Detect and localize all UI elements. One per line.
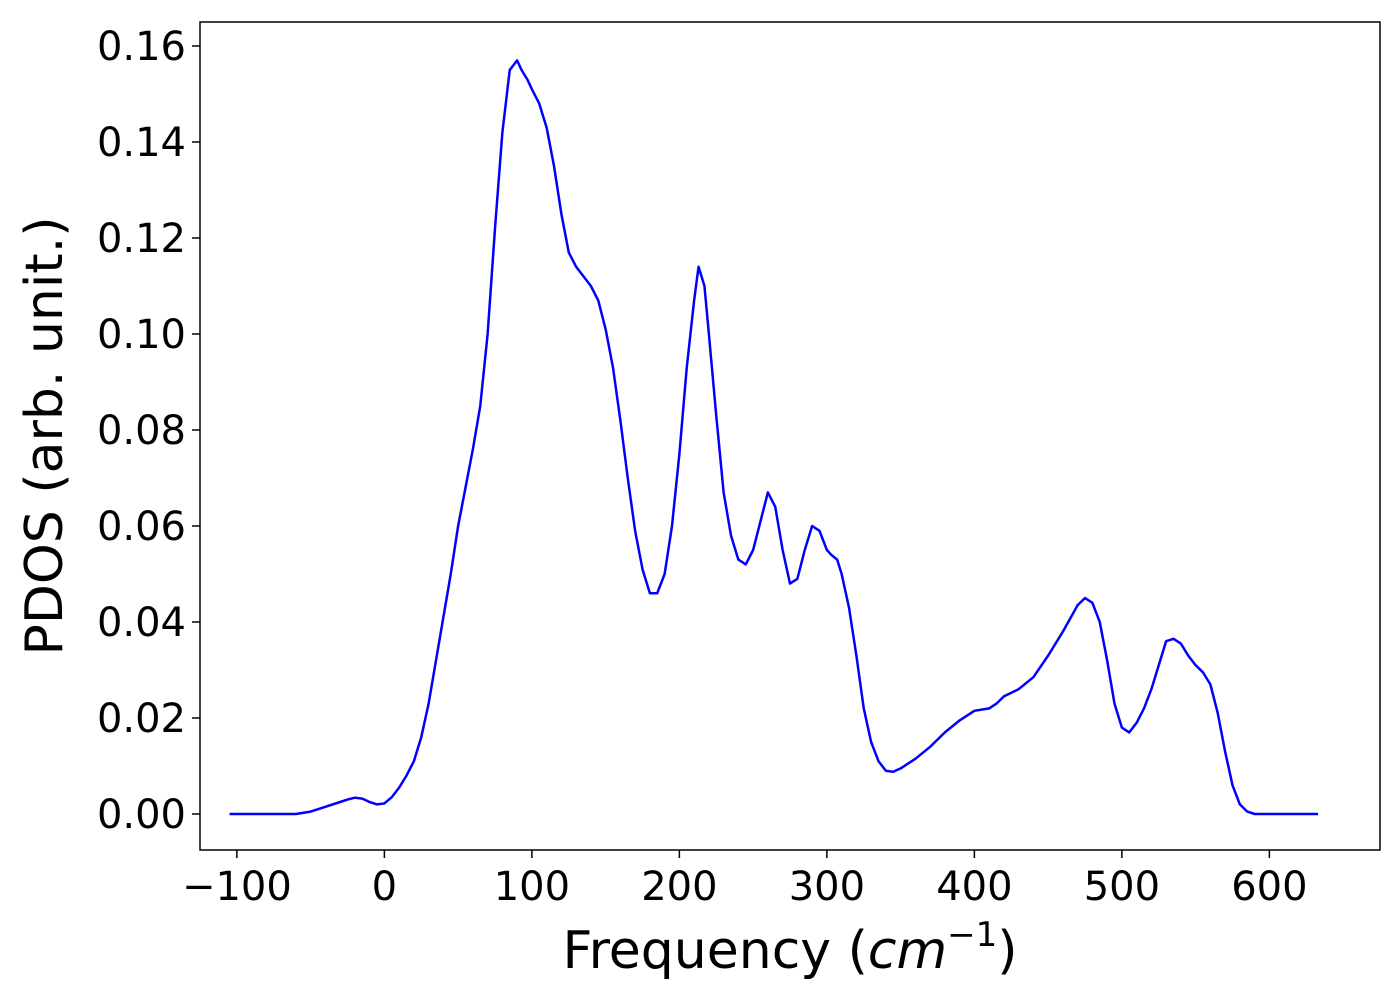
y-tick-label: 0.06 — [97, 504, 186, 550]
y-tick-label: 0.14 — [97, 120, 186, 166]
x-tick-label: 500 — [1084, 864, 1160, 910]
x-axis-label-superscript: −1 — [947, 915, 997, 955]
x-tick-label: 200 — [641, 864, 717, 910]
x-axis-label: Frequency (cm−1) — [562, 915, 1017, 981]
x-tick-label: 400 — [936, 864, 1012, 910]
axes-frame — [199, 21, 1381, 851]
y-tick-label: 0.16 — [97, 24, 186, 70]
x-axis-label-math: cm — [868, 921, 947, 981]
y-tick-label: 0.10 — [97, 312, 186, 358]
plot-area — [229, 59, 1319, 816]
y-tick-label: 0.00 — [97, 792, 186, 838]
pdos-series-line — [229, 59, 1319, 816]
y-axis-ticks: 0.00 0.02 0.04 0.06 0.08 0.10 0.12 0.14 0.16 — [97, 24, 200, 838]
x-tick-label: 100 — [494, 864, 570, 910]
x-axis-label-suffix: ) — [997, 921, 1017, 981]
x-axis-ticks: −100 0 100 200 300 400 500 600 — [182, 850, 1308, 910]
x-axis-label-text: Frequency ( — [562, 921, 867, 981]
y-tick-label: 0.08 — [97, 408, 186, 454]
y-tick-label: 0.04 — [97, 600, 186, 646]
x-tick-label: 300 — [789, 864, 865, 910]
y-tick-label: 0.02 — [97, 696, 186, 742]
x-tick-label: 600 — [1231, 864, 1307, 910]
y-axis-label: PDOS (arb. unit.) — [15, 216, 75, 655]
x-tick-label: −100 — [182, 864, 292, 910]
y-tick-label: 0.12 — [97, 216, 186, 262]
x-tick-label: 0 — [372, 864, 397, 910]
